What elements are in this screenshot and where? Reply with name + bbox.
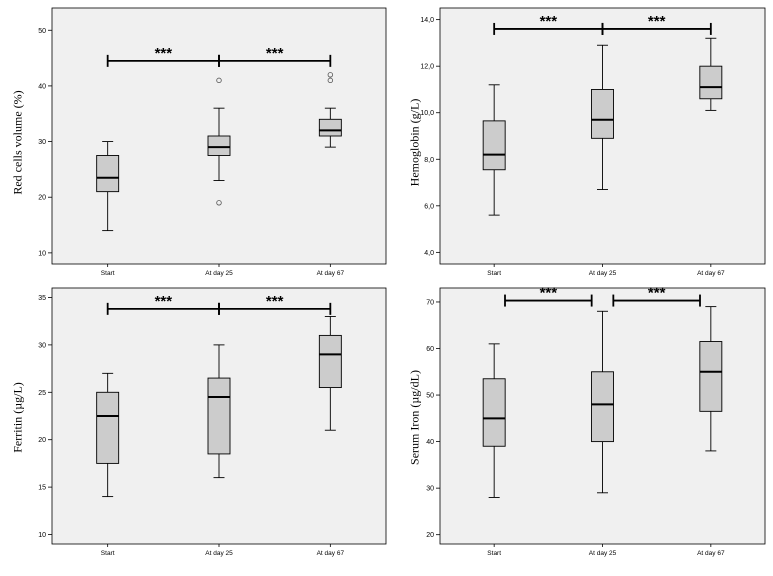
- significance-label: ***: [648, 285, 666, 302]
- y-tick-label: 10: [38, 250, 46, 257]
- y-tick-label: 15: [38, 485, 46, 492]
- outlier-point: [327, 77, 334, 84]
- x-tick-label: At day 67: [317, 270, 345, 277]
- outlier-point: [216, 77, 222, 84]
- box: [699, 65, 723, 100]
- y-tick-label: 60: [426, 346, 434, 353]
- y-tick-label: 30: [38, 139, 46, 146]
- box: [591, 89, 614, 139]
- x-tick-label: At day 25: [589, 270, 617, 277]
- y-tick-label: 6,0: [424, 203, 434, 210]
- significance-label: ***: [266, 45, 284, 62]
- x-tick-label: At day 25: [589, 550, 617, 557]
- outlier-point: [327, 72, 334, 78]
- y-tick-label: 20: [38, 195, 46, 202]
- y-tick-label: 40: [38, 83, 46, 90]
- x-tick-label: At day 67: [697, 270, 725, 277]
- significance-label: ***: [155, 45, 173, 62]
- y-tick-label: 30: [426, 486, 434, 493]
- box: [318, 118, 342, 137]
- y-tick-label: 35: [38, 295, 46, 302]
- y-tick-label: 50: [38, 28, 46, 35]
- y-tick-label: 10: [38, 532, 46, 539]
- box: [699, 341, 723, 412]
- y-tick-label: 8,0: [424, 157, 434, 164]
- y-tick-label: 70: [426, 299, 434, 306]
- significance-label: ***: [266, 293, 284, 310]
- outlier-point: [216, 200, 222, 206]
- y-tick-label: 12,0: [420, 64, 434, 71]
- box: [207, 135, 231, 156]
- box: [96, 391, 120, 464]
- box: [318, 334, 342, 389]
- y-tick-label: 40: [426, 439, 434, 446]
- y-tick-label: 20: [426, 532, 434, 539]
- box: [482, 120, 506, 171]
- x-tick-label: Start: [487, 550, 501, 557]
- significance-label: ***: [540, 13, 558, 30]
- x-tick-label: Start: [487, 270, 501, 277]
- x-tick-label: Start: [101, 270, 115, 277]
- box: [96, 155, 120, 193]
- x-tick-label: Start: [101, 550, 115, 557]
- y-tick-label: 25: [38, 390, 46, 397]
- significance-label: ***: [155, 293, 173, 310]
- y-tick-label: 4,0: [424, 250, 434, 257]
- x-tick-label: At day 25: [205, 270, 233, 277]
- x-tick-label: At day 67: [317, 550, 345, 557]
- x-tick-label: At day 25: [205, 550, 233, 557]
- significance-label: ***: [648, 13, 666, 30]
- significance-label: ***: [540, 285, 558, 302]
- y-tick-label: 50: [426, 393, 434, 400]
- box: [591, 371, 614, 443]
- x-tick-label: At day 67: [697, 550, 725, 557]
- y-tick-label: 14,0: [420, 17, 434, 24]
- y-tick-label: 20: [38, 437, 46, 444]
- box: [482, 378, 506, 447]
- y-tick-label: 10,0: [420, 110, 434, 117]
- y-tick-label: 30: [38, 342, 46, 349]
